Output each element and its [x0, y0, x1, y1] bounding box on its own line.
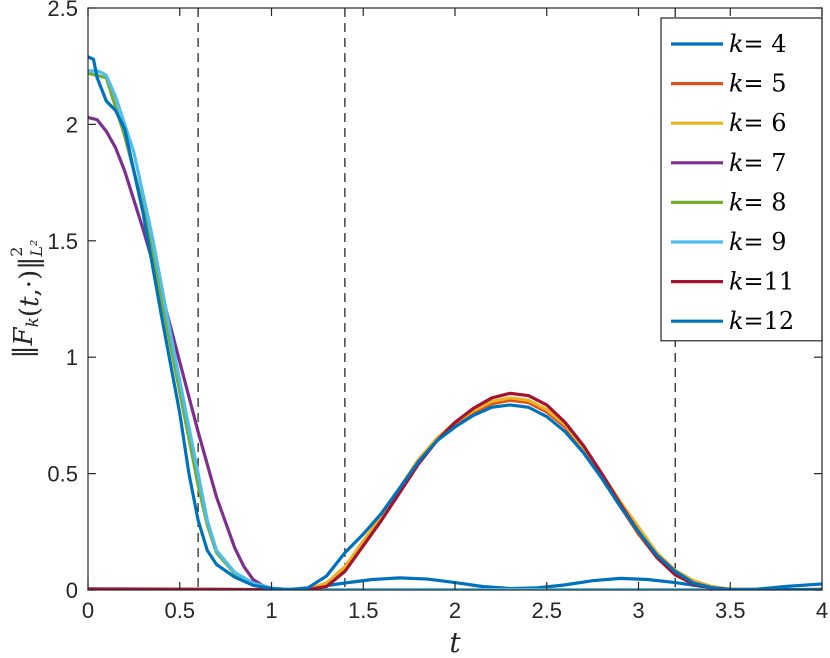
legend-label-6: k=11	[729, 268, 794, 296]
series-line-6	[88, 391, 822, 590]
x-tick-label: 3.5	[715, 598, 746, 623]
x-tick-label: 2	[449, 598, 461, 623]
y-axis-label: ‖Fk(t,·)‖2L²	[7, 240, 46, 359]
x-tick-label: 1	[265, 598, 277, 623]
y-axis-label-group: ‖Fk(t,·)‖2L²	[7, 240, 46, 359]
y-tick-label: 1	[66, 345, 78, 370]
series-line-7	[88, 55, 822, 590]
x-tick-label: 4	[816, 598, 828, 623]
legend-label-5: k= 9	[729, 228, 787, 256]
tick-labels: 0 0.5 1 1.5 2 2.5 3 3.5 4 0 0.5 1 1.5 2 2.5	[47, 0, 828, 623]
legend: k= 4 k= 5 k= 6 k= 7 k= 8 k= 9 k=11 k=12	[660, 17, 823, 342]
legend-label-2: k= 6	[729, 109, 787, 137]
legend-box	[660, 17, 823, 342]
x-tick-label: 2.5	[531, 598, 562, 623]
y-tick-label: 0.5	[47, 462, 78, 487]
x-axis-label: t	[449, 626, 461, 658]
y-tick-label: 0	[66, 578, 78, 603]
x-tick-label: 0.5	[164, 598, 195, 623]
series-layer	[88, 55, 822, 590]
legend-label-1: k= 5	[729, 70, 787, 98]
legend-label-3: k= 7	[729, 149, 787, 177]
legend-label-7: k=12	[729, 307, 794, 335]
legend-label-4: k= 8	[729, 188, 787, 216]
x-tick-label: 3	[632, 598, 644, 623]
x-tick-label: 0	[82, 598, 94, 623]
y-tick-label: 2	[66, 112, 78, 137]
y-tick-label: 2.5	[47, 0, 78, 21]
series-line-5	[88, 69, 822, 590]
x-tick-label: 1.5	[348, 598, 379, 623]
legend-label-0: k= 4	[729, 30, 787, 58]
y-tick-label: 1.5	[47, 229, 78, 254]
